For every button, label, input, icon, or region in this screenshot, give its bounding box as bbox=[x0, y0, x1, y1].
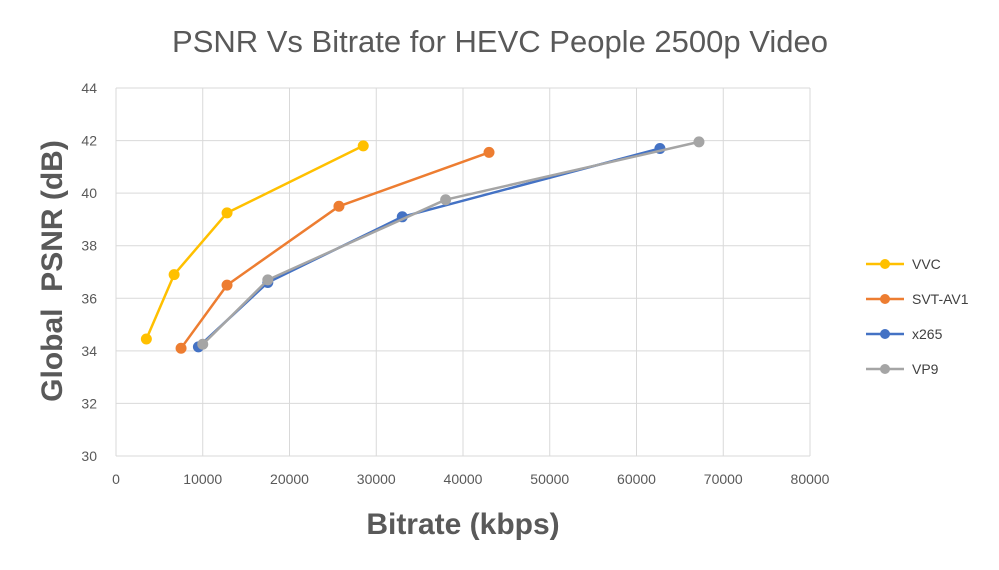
x-tick-label: 80000 bbox=[791, 471, 830, 487]
data-point bbox=[197, 338, 209, 350]
legend-swatch-marker bbox=[880, 259, 890, 269]
series-line bbox=[201, 140, 700, 346]
grid-lines bbox=[115, 87, 811, 457]
y-tick-label: 36 bbox=[81, 290, 97, 306]
legend-swatch-marker bbox=[880, 364, 890, 374]
data-point bbox=[221, 207, 233, 219]
series-line bbox=[197, 147, 661, 348]
data-point bbox=[333, 200, 345, 212]
y-tick-label: 38 bbox=[81, 238, 97, 254]
data-point bbox=[221, 279, 233, 291]
data-point bbox=[168, 269, 180, 281]
legend-label: x265 bbox=[912, 326, 943, 342]
legend-label: VP9 bbox=[912, 361, 939, 377]
data-point bbox=[140, 333, 152, 345]
series-line bbox=[180, 151, 490, 349]
legend-item: VVC bbox=[866, 256, 941, 272]
legend: VVC SVT-AV1 x265 VP9 bbox=[866, 256, 969, 377]
data-point bbox=[693, 136, 705, 148]
y-tick-label: 34 bbox=[81, 343, 97, 359]
legend-item: SVT-AV1 bbox=[866, 291, 969, 307]
data-point bbox=[357, 140, 369, 152]
chart-title: PSNR Vs Bitrate for HEVC People 2500p Vi… bbox=[172, 24, 828, 59]
x-tick-label: 10000 bbox=[183, 471, 222, 487]
series-svt-av1 bbox=[175, 146, 495, 354]
legend-item: VP9 bbox=[866, 361, 939, 377]
x-tick-label: 0 bbox=[112, 471, 120, 487]
y-tick-label: 44 bbox=[81, 80, 97, 96]
legend-label: SVT-AV1 bbox=[912, 291, 969, 307]
legend-swatch-marker bbox=[880, 329, 890, 339]
x-tick-label: 70000 bbox=[704, 471, 743, 487]
legend-item: x265 bbox=[866, 326, 943, 342]
y-tick-label: 30 bbox=[81, 448, 97, 464]
y-tick-label: 32 bbox=[81, 395, 97, 411]
series-lines bbox=[140, 136, 705, 354]
legend-swatch-marker bbox=[880, 294, 890, 304]
x-tick-label: 50000 bbox=[530, 471, 569, 487]
y-axis-label: Global PSNR (dB) bbox=[36, 140, 69, 402]
legend-label: VVC bbox=[912, 256, 941, 272]
series-line bbox=[145, 144, 364, 340]
data-point bbox=[483, 146, 495, 158]
axis-ticks: 0 10000 20000 30000 40000 50000 60000 70000 8000… bbox=[81, 80, 829, 487]
series-vvc bbox=[140, 140, 369, 345]
x-axis-label: Bitrate (kbps) bbox=[366, 508, 559, 541]
data-point bbox=[175, 342, 187, 354]
x-tick-label: 30000 bbox=[357, 471, 396, 487]
data-point bbox=[262, 274, 274, 286]
series-vp9 bbox=[197, 136, 705, 350]
x-tick-label: 40000 bbox=[444, 471, 483, 487]
y-tick-label: 42 bbox=[81, 133, 97, 149]
x-tick-label: 20000 bbox=[270, 471, 309, 487]
data-point bbox=[440, 194, 452, 206]
y-tick-label: 40 bbox=[81, 185, 97, 201]
x-tick-label: 60000 bbox=[617, 471, 656, 487]
